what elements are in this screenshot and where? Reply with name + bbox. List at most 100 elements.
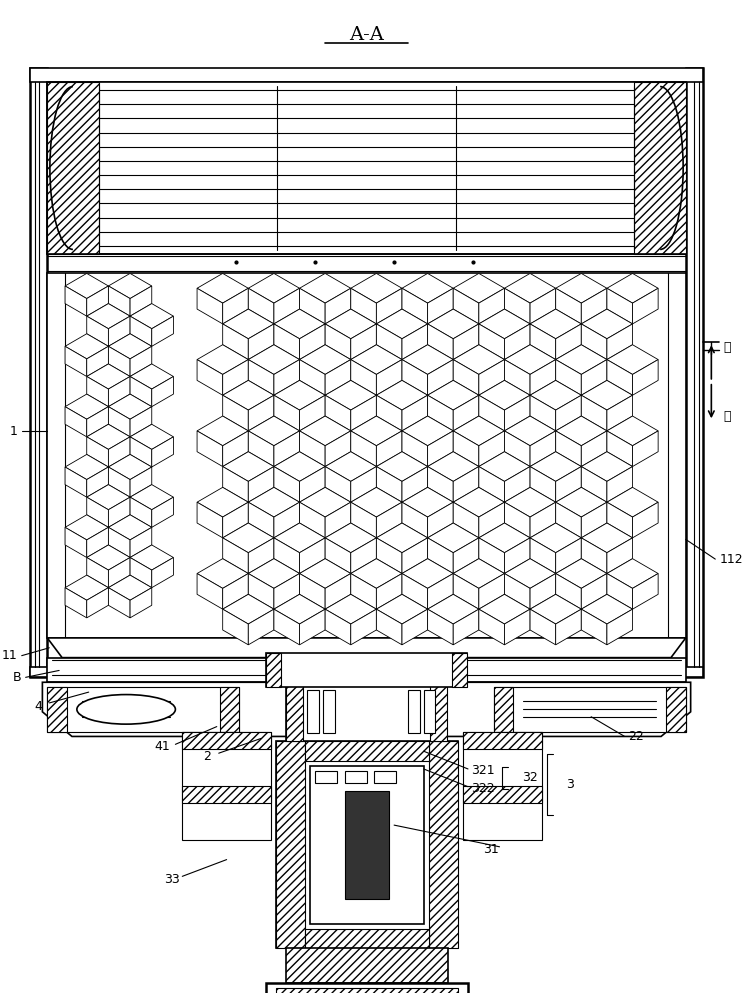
Polygon shape [402, 431, 428, 467]
Bar [182, 732, 271, 840]
Polygon shape [402, 574, 428, 609]
Polygon shape [109, 286, 130, 316]
Polygon shape [428, 609, 453, 645]
Polygon shape [428, 324, 453, 360]
Polygon shape [581, 523, 632, 553]
Polygon shape [197, 288, 222, 324]
Polygon shape [376, 380, 428, 410]
Polygon shape [350, 502, 376, 538]
Polygon shape [376, 395, 402, 431]
Bar [429, 741, 458, 948]
Polygon shape [376, 594, 428, 624]
Polygon shape [87, 437, 109, 467]
Polygon shape [222, 431, 248, 467]
Polygon shape [376, 467, 402, 502]
Text: 2: 2 [203, 750, 211, 763]
Polygon shape [300, 431, 325, 467]
Polygon shape [109, 376, 130, 407]
Polygon shape [130, 286, 152, 316]
Polygon shape [109, 316, 130, 346]
Polygon shape [87, 346, 109, 376]
Polygon shape [248, 609, 274, 645]
Polygon shape [325, 574, 350, 609]
Polygon shape [152, 376, 173, 407]
Polygon shape [130, 407, 152, 437]
Text: 321: 321 [471, 764, 495, 777]
Polygon shape [402, 288, 428, 324]
Polygon shape [581, 538, 607, 574]
Polygon shape [402, 538, 428, 574]
Bar [48, 82, 686, 254]
Polygon shape [48, 638, 686, 658]
Polygon shape [325, 594, 376, 624]
Polygon shape [274, 452, 325, 481]
Text: 31: 31 [483, 843, 498, 856]
Polygon shape [300, 467, 325, 502]
Polygon shape [632, 360, 658, 395]
Polygon shape [556, 467, 581, 502]
Polygon shape [274, 431, 300, 467]
Polygon shape [556, 345, 607, 374]
Polygon shape [222, 360, 248, 395]
Polygon shape [350, 609, 376, 645]
Polygon shape [130, 558, 152, 588]
Polygon shape [453, 273, 504, 303]
Polygon shape [504, 431, 530, 467]
Polygon shape [453, 345, 504, 374]
Polygon shape [607, 559, 658, 588]
Polygon shape [376, 609, 402, 645]
Polygon shape [428, 594, 479, 624]
Polygon shape [428, 523, 479, 553]
Polygon shape [607, 416, 658, 446]
Polygon shape [300, 395, 325, 431]
Polygon shape [376, 309, 428, 339]
Polygon shape [376, 574, 402, 609]
Polygon shape [325, 502, 350, 538]
Polygon shape [530, 609, 556, 645]
Polygon shape [479, 574, 504, 609]
Polygon shape [109, 467, 130, 497]
Polygon shape [65, 515, 109, 540]
Bar [463, 786, 542, 803]
Polygon shape [152, 497, 173, 527]
Polygon shape [350, 559, 402, 588]
Polygon shape [325, 538, 350, 574]
Polygon shape [479, 467, 504, 502]
Polygon shape [607, 395, 632, 431]
Polygon shape [556, 360, 581, 395]
Polygon shape [504, 360, 530, 395]
Polygon shape [556, 324, 581, 360]
Bar [310, 766, 423, 924]
Polygon shape [325, 288, 350, 324]
Polygon shape [300, 487, 350, 517]
Bar [493, 687, 513, 732]
Polygon shape [87, 558, 109, 588]
Polygon shape [635, 82, 686, 254]
Polygon shape [504, 609, 530, 645]
Polygon shape [350, 574, 376, 609]
Polygon shape [479, 288, 504, 324]
Polygon shape [65, 273, 109, 299]
Polygon shape [248, 360, 274, 395]
Polygon shape [581, 431, 607, 467]
Polygon shape [376, 452, 428, 481]
Polygon shape [504, 395, 530, 431]
Polygon shape [479, 538, 504, 574]
Polygon shape [248, 559, 300, 588]
Polygon shape [325, 467, 350, 502]
Polygon shape [325, 609, 350, 645]
Polygon shape [428, 538, 453, 574]
Polygon shape [87, 497, 109, 527]
Polygon shape [197, 431, 222, 467]
Polygon shape [248, 345, 300, 374]
Text: 322: 322 [471, 782, 495, 795]
Polygon shape [607, 345, 658, 374]
Polygon shape [109, 558, 130, 588]
Polygon shape [479, 609, 504, 645]
Polygon shape [109, 334, 152, 359]
Polygon shape [87, 376, 109, 407]
Polygon shape [350, 324, 376, 360]
Bar [276, 741, 458, 948]
Polygon shape [109, 454, 152, 480]
Polygon shape [504, 502, 530, 538]
